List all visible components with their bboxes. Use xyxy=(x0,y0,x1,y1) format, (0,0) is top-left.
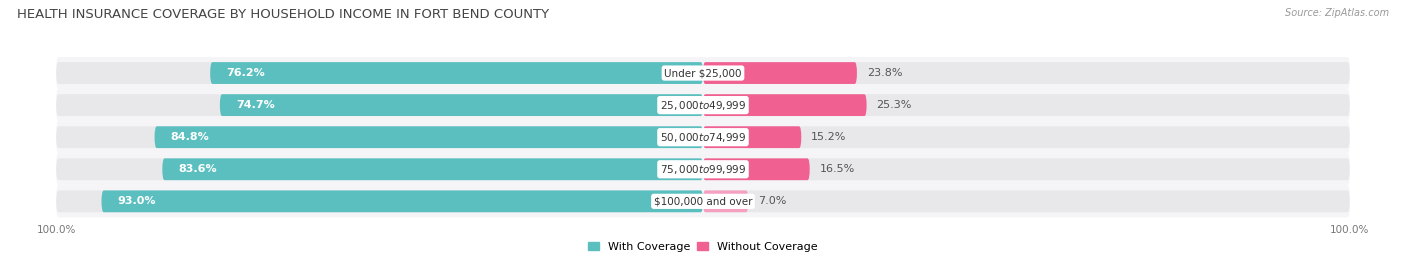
Text: 93.0%: 93.0% xyxy=(118,196,156,206)
Text: 84.8%: 84.8% xyxy=(170,132,209,142)
Text: 76.2%: 76.2% xyxy=(226,68,266,78)
Text: 15.2%: 15.2% xyxy=(811,132,846,142)
FancyBboxPatch shape xyxy=(56,185,1350,217)
FancyBboxPatch shape xyxy=(703,62,1350,84)
Text: $100,000 and over: $100,000 and over xyxy=(654,196,752,206)
Text: 7.0%: 7.0% xyxy=(758,196,786,206)
Text: 74.7%: 74.7% xyxy=(236,100,274,110)
FancyBboxPatch shape xyxy=(703,190,748,212)
FancyBboxPatch shape xyxy=(56,62,703,84)
FancyBboxPatch shape xyxy=(56,121,1350,153)
Text: HEALTH INSURANCE COVERAGE BY HOUSEHOLD INCOME IN FORT BEND COUNTY: HEALTH INSURANCE COVERAGE BY HOUSEHOLD I… xyxy=(17,8,548,21)
FancyBboxPatch shape xyxy=(101,190,703,212)
FancyBboxPatch shape xyxy=(703,126,801,148)
FancyBboxPatch shape xyxy=(56,158,703,180)
Text: Under $25,000: Under $25,000 xyxy=(664,68,742,78)
FancyBboxPatch shape xyxy=(703,190,1350,212)
FancyBboxPatch shape xyxy=(703,126,1350,148)
FancyBboxPatch shape xyxy=(56,89,1350,121)
FancyBboxPatch shape xyxy=(703,158,1350,180)
FancyBboxPatch shape xyxy=(56,57,1350,89)
FancyBboxPatch shape xyxy=(703,94,1350,116)
Text: Source: ZipAtlas.com: Source: ZipAtlas.com xyxy=(1285,8,1389,18)
Text: $25,000 to $49,999: $25,000 to $49,999 xyxy=(659,99,747,112)
FancyBboxPatch shape xyxy=(703,94,866,116)
FancyBboxPatch shape xyxy=(56,126,703,148)
Text: 83.6%: 83.6% xyxy=(179,164,217,174)
FancyBboxPatch shape xyxy=(703,158,810,180)
Text: $75,000 to $99,999: $75,000 to $99,999 xyxy=(659,163,747,176)
Text: 16.5%: 16.5% xyxy=(820,164,855,174)
Text: $50,000 to $74,999: $50,000 to $74,999 xyxy=(659,131,747,144)
FancyBboxPatch shape xyxy=(219,94,703,116)
FancyBboxPatch shape xyxy=(162,158,703,180)
FancyBboxPatch shape xyxy=(56,94,703,116)
Text: 25.3%: 25.3% xyxy=(876,100,911,110)
FancyBboxPatch shape xyxy=(703,62,856,84)
FancyBboxPatch shape xyxy=(209,62,703,84)
FancyBboxPatch shape xyxy=(56,190,703,212)
Text: 23.8%: 23.8% xyxy=(866,68,903,78)
FancyBboxPatch shape xyxy=(56,153,1350,185)
FancyBboxPatch shape xyxy=(155,126,703,148)
Legend: With Coverage, Without Coverage: With Coverage, Without Coverage xyxy=(588,242,818,252)
